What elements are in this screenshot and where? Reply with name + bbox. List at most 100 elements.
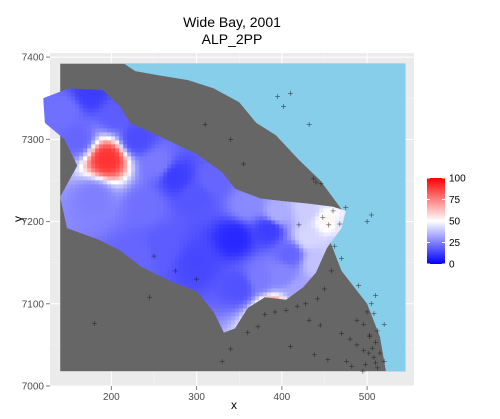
- heat-cell: [179, 260, 184, 265]
- heat-cell: [159, 256, 164, 261]
- heat-cell: [211, 164, 216, 169]
- heat-cell: [171, 156, 176, 161]
- heat-cell: [123, 124, 128, 129]
- heat-cell: [203, 196, 208, 201]
- heat-cell: [259, 256, 264, 261]
- heat-cell: [107, 192, 112, 197]
- heat-cell: [55, 108, 60, 113]
- heat-cell: [203, 224, 208, 229]
- heat-cell: [271, 292, 276, 297]
- heat-cell: [115, 232, 120, 237]
- heat-cell: [83, 128, 88, 133]
- heat-cell: [307, 224, 312, 229]
- heat-cell: [235, 240, 240, 245]
- heat-cell: [335, 224, 340, 229]
- heat-cell: [147, 196, 152, 201]
- heat-cell: [207, 172, 212, 177]
- heat-cell: [87, 124, 92, 129]
- heat-cell: [175, 196, 180, 201]
- heat-cell: [235, 196, 240, 201]
- heat-cell: [243, 272, 248, 277]
- heat-cell: [107, 136, 112, 141]
- heat-cell: [303, 212, 308, 217]
- booth-marker: [321, 286, 327, 292]
- heat-cell: [219, 252, 224, 257]
- heat-cell: [259, 224, 264, 229]
- heat-cell: [191, 280, 196, 285]
- heat-cell: [287, 256, 292, 261]
- heat-cell: [171, 276, 176, 281]
- heat-cell: [315, 244, 320, 249]
- heat-cell: [151, 224, 156, 229]
- heat-cell: [211, 256, 216, 261]
- heat-cell: [227, 248, 232, 253]
- heat-cell: [251, 256, 256, 261]
- heat-cell: [139, 264, 144, 269]
- heat-cell: [75, 88, 80, 93]
- heat-cell: [159, 156, 164, 161]
- heat-cell: [179, 180, 184, 185]
- heat-cell: [227, 268, 232, 273]
- heat-cell: [151, 132, 156, 137]
- heat-cell: [119, 124, 124, 129]
- heat-cell: [339, 208, 344, 213]
- heat-cell: [191, 176, 196, 181]
- heat-cell: [211, 264, 216, 269]
- heat-cell: [247, 288, 252, 293]
- heat-cell: [147, 172, 152, 177]
- heat-cell: [163, 148, 168, 153]
- heat-cell: [171, 232, 176, 237]
- heat-cell: [207, 240, 212, 245]
- heat-cell: [231, 316, 236, 321]
- heat-cell: [283, 236, 288, 241]
- heat-cell: [251, 276, 256, 281]
- booth-marker: [349, 363, 355, 369]
- heat-cell: [167, 208, 172, 213]
- heat-cell: [255, 264, 260, 269]
- heat-cell: [279, 240, 284, 245]
- heat-cell: [235, 228, 240, 233]
- heat-cell: [191, 188, 196, 193]
- heat-cell: [199, 180, 204, 185]
- heat-cell: [295, 228, 300, 233]
- heat-cell: [43, 256, 48, 261]
- heat-cell: [275, 292, 280, 297]
- heat-cell: [119, 212, 124, 217]
- heat-cell: [319, 208, 324, 213]
- heat-cell: [107, 148, 112, 153]
- heat-cell: [231, 304, 236, 309]
- heat-cell: [287, 264, 292, 269]
- heat-cell: [199, 236, 204, 241]
- heat-cell: [179, 220, 184, 225]
- heat-cell: [331, 236, 336, 241]
- heat-cell: [95, 200, 100, 205]
- heat-cell: [279, 288, 284, 293]
- heat-cell: [195, 276, 200, 281]
- heat-cell: [159, 244, 164, 249]
- heat-cell: [243, 232, 248, 237]
- heat-cell: [99, 144, 104, 149]
- heat-cell: [43, 184, 48, 189]
- heat-cell: [219, 172, 224, 177]
- heat-cell: [119, 200, 124, 205]
- heat-cell: [231, 240, 236, 245]
- heat-cell: [307, 276, 312, 281]
- heat-cell: [267, 212, 272, 217]
- heat-cell: [215, 280, 220, 285]
- heat-cell: [67, 212, 72, 217]
- heat-cell: [259, 276, 264, 281]
- heat-cell: [119, 164, 124, 169]
- heat-cell: [227, 284, 232, 289]
- heat-cell: [87, 156, 92, 161]
- heat-cell: [307, 208, 312, 213]
- heat-cell: [99, 88, 104, 93]
- heat-cell: [139, 232, 144, 237]
- heat-cell: [83, 208, 88, 213]
- heat-cell: [263, 200, 268, 205]
- heat-cell: [203, 292, 208, 297]
- heat-cell: [99, 172, 104, 177]
- heat-cell: [91, 156, 96, 161]
- heat-cell: [195, 196, 200, 201]
- heat-cell: [131, 236, 136, 241]
